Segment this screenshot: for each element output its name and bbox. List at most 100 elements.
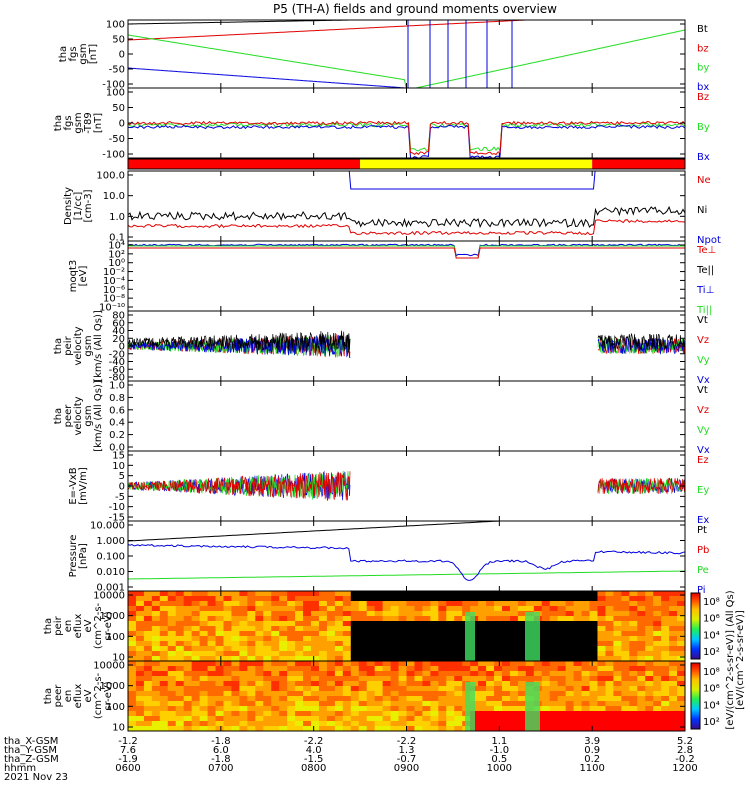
spectrogram-cell (143, 651, 153, 657)
spectrogram-cell (509, 621, 519, 627)
spectrogram-cell (446, 596, 455, 602)
spectrogram-cell (398, 701, 407, 707)
spectrogram-cell (247, 601, 256, 607)
spectrogram-cell (128, 621, 137, 627)
spectrogram-cell (311, 686, 320, 692)
spectrogram-cell (350, 681, 360, 687)
spectrogram-cell (318, 616, 328, 622)
spectrogram-cell (517, 726, 527, 731)
spectrogram-cell (390, 726, 400, 731)
spectrogram-cell (342, 726, 352, 731)
spectrogram-cell (342, 676, 352, 682)
spectrogram-cell (207, 641, 217, 647)
spectrogram-cell (382, 706, 392, 712)
y-tick-label: 10⁰ (108, 258, 125, 269)
spectrogram-cell (422, 631, 431, 637)
spectrogram-cell (215, 701, 224, 707)
spectrogram-cell (605, 676, 614, 682)
spectrogram-cell (446, 696, 455, 702)
spectrogram-cell (247, 691, 256, 697)
spectrogram-cell (334, 621, 344, 627)
spectrogram-cell (597, 651, 606, 657)
spectrogram-cell (326, 641, 336, 647)
spectrogram-cell (645, 691, 654, 697)
y-axis-label: moqt3[eV] (68, 260, 89, 293)
legend-entry: By (697, 122, 710, 133)
spectrogram-cell (128, 721, 137, 727)
spectrogram-cell (605, 626, 614, 632)
spectrogram-cell (318, 621, 328, 627)
spectrogram-cell (318, 631, 328, 637)
spectrogram-cell (605, 681, 614, 687)
spectrogram-cell (406, 661, 415, 667)
spectrogram-cell (637, 681, 646, 687)
spectrogram-cell (557, 661, 567, 667)
spectrogram-cell (645, 591, 654, 597)
spectrogram-cell (661, 611, 670, 617)
spectrogram-cell (645, 721, 654, 727)
spectrogram-cell (653, 716, 662, 722)
spectrogram-cell (557, 596, 567, 602)
spectrogram-cell (486, 656, 495, 661)
spectrogram-cell (501, 696, 511, 702)
spectrogram-cell (223, 661, 232, 667)
spectrogram-cell (326, 726, 336, 731)
spectrogram-cell (334, 631, 344, 637)
spectrogram-cell (549, 661, 559, 667)
y-tick-label: -50 (109, 134, 125, 145)
spectrogram-cell (207, 601, 217, 607)
spectrogram-cell (470, 596, 479, 602)
spectrogram-cell (605, 716, 614, 722)
colorbar-tick-label: 10⁶ (703, 614, 720, 625)
spectrogram-cell (223, 636, 232, 642)
spectrogram-cell (501, 646, 511, 652)
spectrogram-cell (247, 726, 256, 731)
spectrogram-cell (677, 681, 685, 687)
spectrogram-cell (247, 671, 256, 677)
spectrogram-cell (143, 696, 153, 702)
spectrogram-cell (191, 596, 201, 602)
footer-cell: 1.1 (491, 736, 507, 747)
legend-entry: Ti|| (696, 305, 712, 316)
spectrogram-cell (191, 661, 201, 667)
spectrogram-cell (303, 636, 312, 642)
spectrogram-cell (287, 706, 296, 712)
footer-cell: -1.2 (118, 736, 138, 747)
colorbar (690, 592, 701, 660)
spectrogram-cell (645, 676, 654, 682)
spectrogram-cell (271, 671, 280, 677)
spectrogram-cell (637, 656, 646, 661)
spectrogram-cell (390, 626, 400, 632)
spectrogram-cell (565, 691, 575, 697)
spectrogram-cell (263, 661, 272, 667)
spectrogram-cell (613, 656, 622, 661)
spectrogram-cell (581, 631, 591, 637)
spectrogram-cell (613, 651, 622, 657)
spectrogram-cell (398, 591, 407, 597)
spectrogram-cell (175, 666, 185, 672)
spectrogram-cell (342, 601, 352, 607)
spectrogram-cell (613, 621, 622, 627)
spectrogram-cell (414, 661, 423, 667)
spectrogram-cell (239, 636, 248, 642)
spectrogram-cell (303, 596, 312, 602)
spectrogram-cell (422, 601, 431, 607)
spectrogram-cell (318, 696, 328, 702)
spectrogram-cell (430, 666, 439, 672)
y-tick-label: -20 (109, 349, 125, 360)
spectrogram-cell (541, 631, 551, 637)
spectrogram-cell (645, 631, 654, 637)
spectrogram-cell (326, 601, 336, 607)
spectrogram-cell (358, 646, 368, 652)
spectrogram-cell (239, 606, 248, 612)
spectrogram-cell (199, 681, 209, 687)
y-tick-label: -80 (109, 373, 125, 384)
spectrogram-cell (247, 636, 256, 642)
footer-cell: 0900 (394, 763, 419, 774)
legend-entry: Bx (697, 152, 710, 163)
spectrogram-cell (303, 726, 312, 731)
spectrogram-cell (517, 661, 527, 667)
legend-entry: bx (697, 82, 709, 93)
spectrogram-cell (430, 616, 439, 622)
legend-entry: Vz (697, 405, 709, 416)
